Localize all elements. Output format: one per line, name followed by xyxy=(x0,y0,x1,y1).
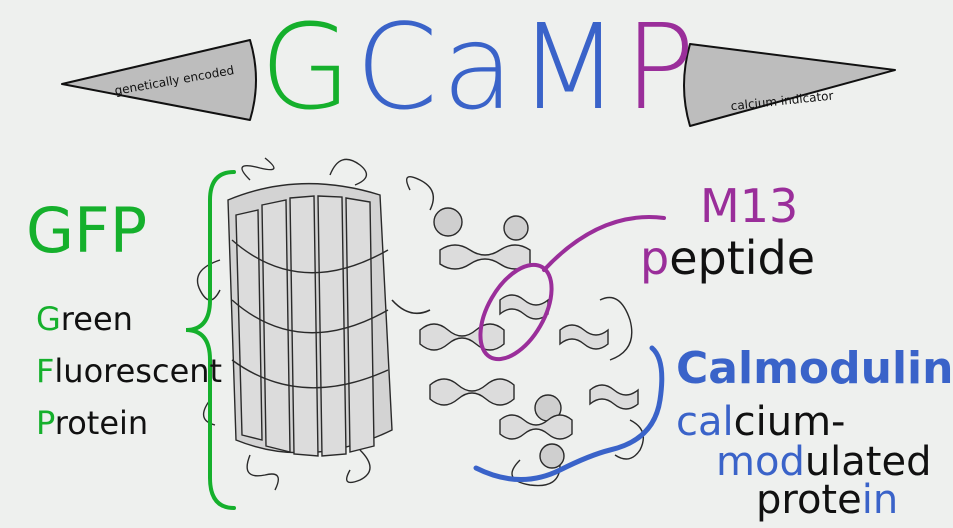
right-banner: calcium indicator xyxy=(683,43,896,127)
title-p: P xyxy=(623,0,700,136)
title-g: G xyxy=(260,0,356,136)
peptide-initial: p xyxy=(640,231,670,285)
calmodulin-structure xyxy=(406,176,644,487)
gfp-barrel-structure xyxy=(196,157,393,491)
in-part: in xyxy=(861,477,899,523)
m13-peptide-label: peptide xyxy=(640,232,815,284)
gfp-rest: luorescent xyxy=(54,352,223,390)
gfp-initial: G xyxy=(36,300,61,338)
gfp-acronym: GFP xyxy=(26,194,148,267)
prote-part: prote xyxy=(756,477,862,523)
ulated-part: ulated xyxy=(804,439,932,485)
peptide-rest: eptide xyxy=(669,231,816,285)
left-banner: genetically encoded xyxy=(61,39,257,121)
gfp-brace xyxy=(185,170,236,510)
page-title: GCaMP xyxy=(260,2,699,132)
calmodulin-line-3: protein xyxy=(756,478,898,522)
cium-part: cium- xyxy=(733,399,846,445)
m13-pointer xyxy=(542,215,666,272)
gfp-line-green: Green xyxy=(36,300,133,338)
gfp-initial: F xyxy=(36,352,55,390)
cal-part: cal xyxy=(676,399,734,445)
title-ca: Ca xyxy=(355,0,519,136)
calmodulin-line-1: calcium- xyxy=(676,400,845,444)
gfp-line-protein: Protein xyxy=(36,404,148,442)
gfp-line-fluorescent: Fluorescent xyxy=(36,352,222,390)
gfp-rest: reen xyxy=(60,300,133,338)
m13-outline xyxy=(478,262,554,362)
m13-label: M13 xyxy=(700,179,799,233)
title-m: M xyxy=(518,0,624,136)
calmodulin-brace xyxy=(473,345,665,482)
calmodulin-label: Calmodulin xyxy=(676,343,953,394)
gfp-rest: rotein xyxy=(54,404,149,442)
mod-part: mod xyxy=(716,439,805,485)
linker xyxy=(391,299,431,315)
gfp-initial: P xyxy=(36,404,55,442)
calmodulin-line-2: modulated xyxy=(716,440,932,484)
